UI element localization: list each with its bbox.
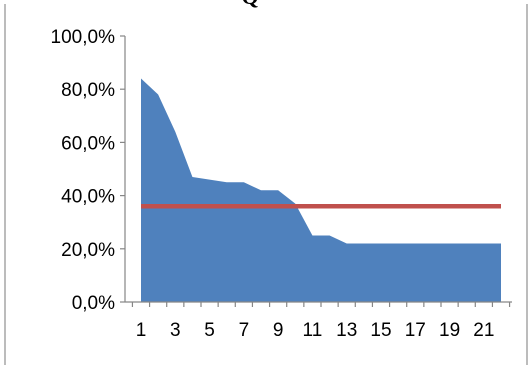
y-tick-label: 0,0% (72, 293, 115, 314)
x-tick-label: 21 (473, 320, 494, 341)
area-series (141, 78, 501, 302)
x-tick-label: 17 (405, 320, 426, 341)
y-tick-label: 40,0% (61, 187, 115, 208)
x-tick-label: 13 (336, 320, 357, 341)
x-tick-label: 19 (439, 320, 460, 341)
x-tick-label: 11 (303, 320, 323, 341)
chart-title: Q (241, 0, 258, 9)
y-tick-label: 60,0% (61, 133, 115, 154)
x-tick-label: 15 (370, 320, 391, 341)
x-tick-label: 3 (170, 320, 181, 341)
y-ticks: 0,0% 20,0% 40,0% 60,0% 80,0% 100,0% (51, 27, 125, 314)
y-tick-label: 20,0% (61, 240, 115, 261)
x-tick-label: 7 (239, 320, 250, 341)
y-tick-label: 100,0% (51, 27, 116, 48)
x-ticks: 1 3 5 7 9 11 13 15 17 19 21 (131, 302, 511, 341)
area-layer (141, 78, 501, 302)
x-tick-label: 1 (136, 320, 147, 341)
x-tick-label: 9 (273, 320, 284, 341)
y-tick-label: 80,0% (61, 80, 115, 101)
x-tick-label: 5 (204, 320, 215, 341)
